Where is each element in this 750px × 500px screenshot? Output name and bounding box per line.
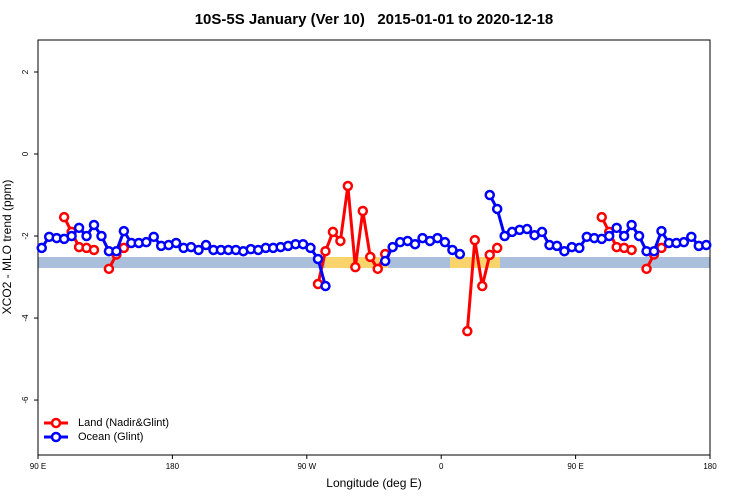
data-point: [462, 325, 473, 337]
data-point: [327, 226, 339, 238]
y-tick-label: -4: [21, 314, 30, 322]
data-point: [678, 236, 690, 248]
data-point: [148, 231, 159, 243]
data-point: [551, 240, 563, 252]
data-point: [200, 239, 212, 251]
data-point: [432, 232, 443, 244]
data-point: [387, 241, 398, 253]
data-point: [365, 251, 376, 263]
data-point: [626, 244, 637, 256]
y-axis-label: XCO2 - MLO trend (ppm): [0, 180, 14, 315]
data-point: [350, 261, 361, 273]
chart-title: 10S-5S January (Ver 10) 2015-01-01 to 20…: [195, 11, 554, 28]
land-band: [450, 257, 500, 268]
data-point: [141, 236, 152, 248]
y-tick-label: 0: [21, 151, 30, 156]
data-point: [81, 230, 92, 242]
x-tick-label: 180: [166, 462, 180, 471]
data-point: [103, 263, 115, 275]
data-point: [633, 230, 645, 242]
data-point: [88, 219, 100, 231]
data-point: [469, 234, 481, 246]
x-tick-label: 90 E: [30, 462, 46, 471]
data-point: [574, 242, 585, 254]
data-point: [170, 237, 182, 249]
data-point: [536, 226, 548, 238]
data-point: [491, 242, 503, 254]
data-point: [701, 239, 712, 251]
data-point: [320, 280, 331, 292]
data-point: [454, 248, 466, 260]
data-point: [641, 263, 652, 275]
data-point: [58, 211, 70, 223]
data-point: [305, 242, 316, 254]
y-tick-label: -6: [21, 396, 30, 404]
data-point: [484, 189, 495, 201]
data-point: [686, 231, 697, 243]
data-point: [603, 230, 615, 242]
data-point: [491, 203, 503, 215]
data-point: [96, 230, 107, 242]
legend-label: Land (Nadir&Glint): [78, 417, 169, 429]
data-point: [477, 280, 488, 292]
data-point: [193, 244, 204, 256]
data-point: [648, 245, 660, 257]
y-tick-label: 2: [21, 69, 30, 74]
data-point: [111, 245, 122, 257]
legend-label: Ocean (Glint): [78, 431, 143, 443]
data-point: [335, 235, 346, 247]
data-point: [379, 255, 391, 267]
data-point: [312, 253, 324, 265]
data-point: [409, 238, 421, 250]
data-point: [88, 244, 100, 256]
data-point: [626, 219, 637, 231]
data-point: [521, 223, 533, 235]
data-point: [656, 225, 667, 237]
data-point: [357, 205, 369, 217]
data-point: [618, 230, 630, 242]
legend-marker: [50, 417, 62, 429]
data-point: [439, 236, 451, 248]
data-point: [559, 245, 570, 257]
legend-marker: [50, 431, 62, 443]
x-axis-label: Longitude (deg E): [326, 476, 421, 490]
data-point: [66, 230, 77, 242]
data-point: [499, 230, 510, 242]
data-point: [596, 211, 607, 223]
x-tick-label: 0: [439, 462, 444, 471]
data-point: [484, 249, 495, 261]
data-point: [118, 225, 130, 237]
data-point: [73, 222, 85, 234]
data-point: [342, 180, 354, 192]
data-point: [320, 245, 331, 257]
y-tick-label: -2: [21, 232, 30, 240]
data-point: [372, 263, 383, 275]
data-point: [611, 222, 622, 234]
x-tick-label: 180: [703, 462, 717, 471]
data-point: [36, 242, 47, 254]
data-point: [447, 244, 458, 256]
x-tick-label: 90 E: [567, 462, 583, 471]
x-tick-label: 90 W: [297, 462, 316, 471]
